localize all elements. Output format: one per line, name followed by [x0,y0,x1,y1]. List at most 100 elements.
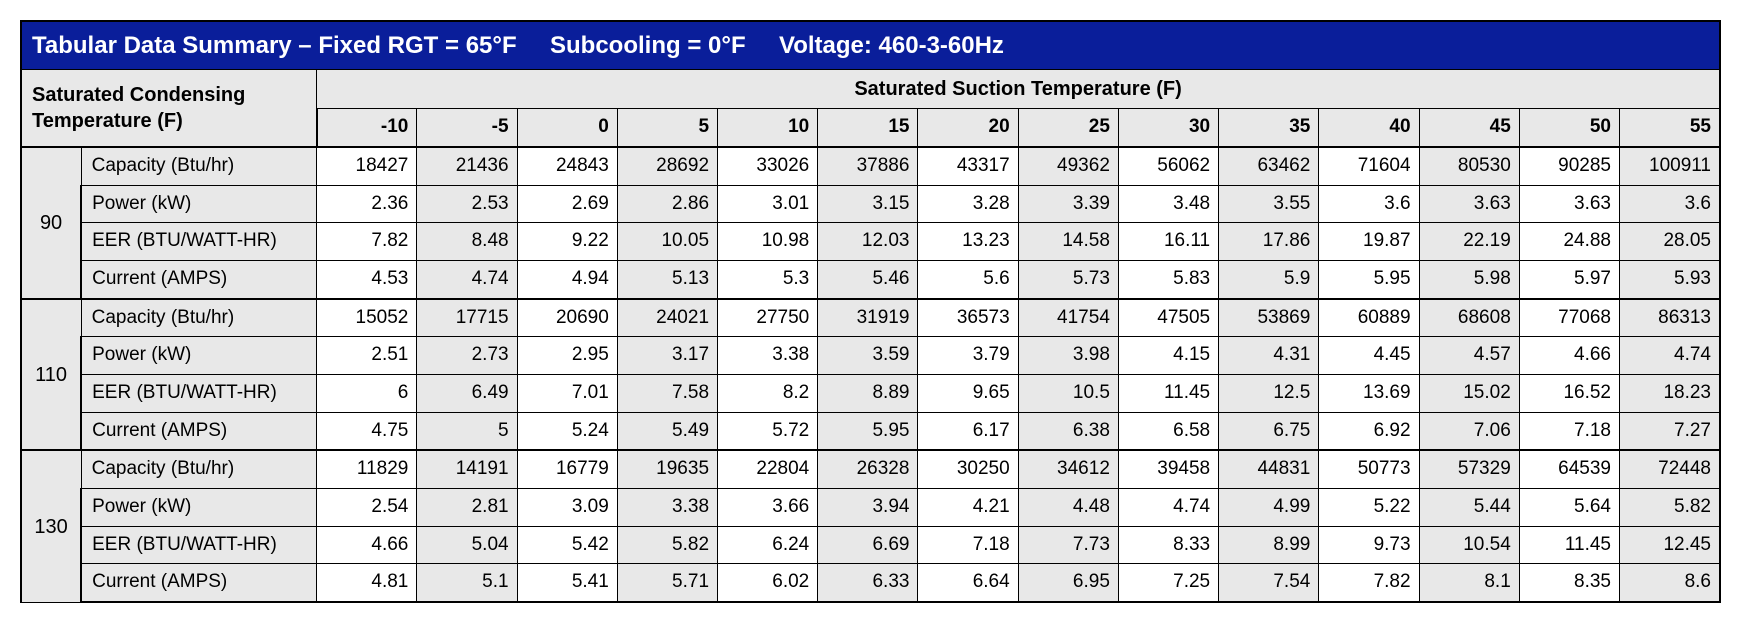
value-cell: 5.49 [617,412,717,450]
value-cell: 4.15 [1118,337,1218,375]
value-cell: 6.64 [918,564,1018,602]
value-cell: 3.55 [1219,185,1319,223]
value-cell: 53869 [1219,299,1319,337]
value-cell: 5.13 [617,260,717,298]
metric-label: Capacity (Btu/hr) [81,450,317,488]
value-cell: 6.38 [1018,412,1118,450]
suction-temp-col: 20 [918,109,1018,147]
value-cell: 2.51 [317,337,417,375]
value-cell: 7.06 [1419,412,1519,450]
value-cell: 10.05 [617,223,717,261]
value-cell: 7.18 [1519,412,1619,450]
value-cell: 4.99 [1219,489,1319,527]
value-cell: 6.92 [1319,412,1419,450]
suction-temp-col: 10 [718,109,818,147]
value-cell: 6.69 [818,526,918,564]
value-cell: 5.83 [1118,260,1218,298]
value-cell: 4.74 [1619,337,1720,375]
value-cell: 6.02 [718,564,818,602]
value-cell: 26328 [818,450,918,488]
suction-temp-col: 45 [1419,109,1519,147]
value-cell: 6 [317,375,417,413]
table-row: Current (AMPS)4.7555.245.495.725.956.176… [21,412,1720,450]
suction-temp-col: 40 [1319,109,1419,147]
value-cell: 3.59 [818,337,918,375]
metric-label: Power (kW) [81,337,317,375]
value-cell: 24021 [617,299,717,337]
condensing-temp: 110 [21,299,81,451]
value-cell: 6.58 [1118,412,1218,450]
value-cell: 11.45 [1519,526,1619,564]
value-cell: 7.58 [617,375,717,413]
value-cell: 34612 [1018,450,1118,488]
value-cell: 44831 [1219,450,1319,488]
value-cell: 2.73 [417,337,517,375]
value-cell: 57329 [1419,450,1519,488]
value-cell: 4.45 [1319,337,1419,375]
value-cell: 5.9 [1219,260,1319,298]
value-cell: 4.81 [317,564,417,602]
value-cell: 4.66 [317,526,417,564]
table-row: Power (kW)2.362.532.692.863.013.153.283.… [21,185,1720,223]
value-cell: 4.66 [1519,337,1619,375]
value-cell: 60889 [1319,299,1419,337]
value-cell: 31919 [818,299,918,337]
value-cell: 4.31 [1219,337,1319,375]
value-cell: 5.6 [918,260,1018,298]
value-cell: 100911 [1619,147,1720,185]
table-row: Current (AMPS)4.815.15.415.716.026.336.6… [21,564,1720,602]
metric-label: EER (BTU/WATT-HR) [81,375,317,413]
table-body: 90Capacity (Btu/hr)184272143624843286923… [21,147,1720,602]
value-cell: 33026 [718,147,818,185]
value-cell: 10.5 [1018,375,1118,413]
value-cell: 49362 [1018,147,1118,185]
table-row: EER (BTU/WATT-HR)7.828.489.2210.0510.981… [21,223,1720,261]
table-row: EER (BTU/WATT-HR)66.497.017.588.28.899.6… [21,375,1720,413]
value-cell: 18427 [317,147,417,185]
value-cell: 5.64 [1519,489,1619,527]
value-cell: 16779 [517,450,617,488]
value-cell: 3.98 [1018,337,1118,375]
value-cell: 8.33 [1118,526,1218,564]
value-cell: 5.42 [517,526,617,564]
value-cell: 3.28 [918,185,1018,223]
table-row: 90Capacity (Btu/hr)184272143624843286923… [21,147,1720,185]
value-cell: 5.95 [1319,260,1419,298]
value-cell: 9.73 [1319,526,1419,564]
suction-temp-col: -5 [417,109,517,147]
suction-temp-col: -10 [317,109,417,147]
value-cell: 72448 [1619,450,1720,488]
value-cell: 19635 [617,450,717,488]
value-cell: 71604 [1319,147,1419,185]
metric-label: EER (BTU/WATT-HR) [81,223,317,261]
value-cell: 21436 [417,147,517,185]
value-cell: 3.63 [1519,185,1619,223]
value-cell: 3.17 [617,337,717,375]
value-cell: 3.39 [1018,185,1118,223]
value-cell: 5.97 [1519,260,1619,298]
value-cell: 5.22 [1319,489,1419,527]
value-cell: 68608 [1419,299,1519,337]
value-cell: 7.25 [1118,564,1218,602]
suction-temp-col: 15 [818,109,918,147]
value-cell: 37886 [818,147,918,185]
suction-temp-header: Saturated Suction Temperature (F) [317,70,1720,109]
table-row: 110Capacity (Btu/hr)15052177152069024021… [21,299,1720,337]
value-cell: 12.45 [1619,526,1720,564]
metric-label: Current (AMPS) [81,564,317,602]
value-cell: 16.52 [1519,375,1619,413]
value-cell: 5.73 [1018,260,1118,298]
value-cell: 77068 [1519,299,1619,337]
value-cell: 8.1 [1419,564,1519,602]
value-cell: 5.04 [417,526,517,564]
value-cell: 3.38 [718,337,818,375]
value-cell: 6.24 [718,526,818,564]
corner-label-line1: Saturated Condensing [32,84,245,106]
value-cell: 2.36 [317,185,417,223]
table-row: EER (BTU/WATT-HR)4.665.045.425.826.246.6… [21,526,1720,564]
value-cell: 56062 [1118,147,1218,185]
value-cell: 2.81 [417,489,517,527]
value-cell: 27750 [718,299,818,337]
performance-table: Tabular Data Summary – Fixed RGT = 65°F … [20,20,1721,603]
value-cell: 2.95 [517,337,617,375]
